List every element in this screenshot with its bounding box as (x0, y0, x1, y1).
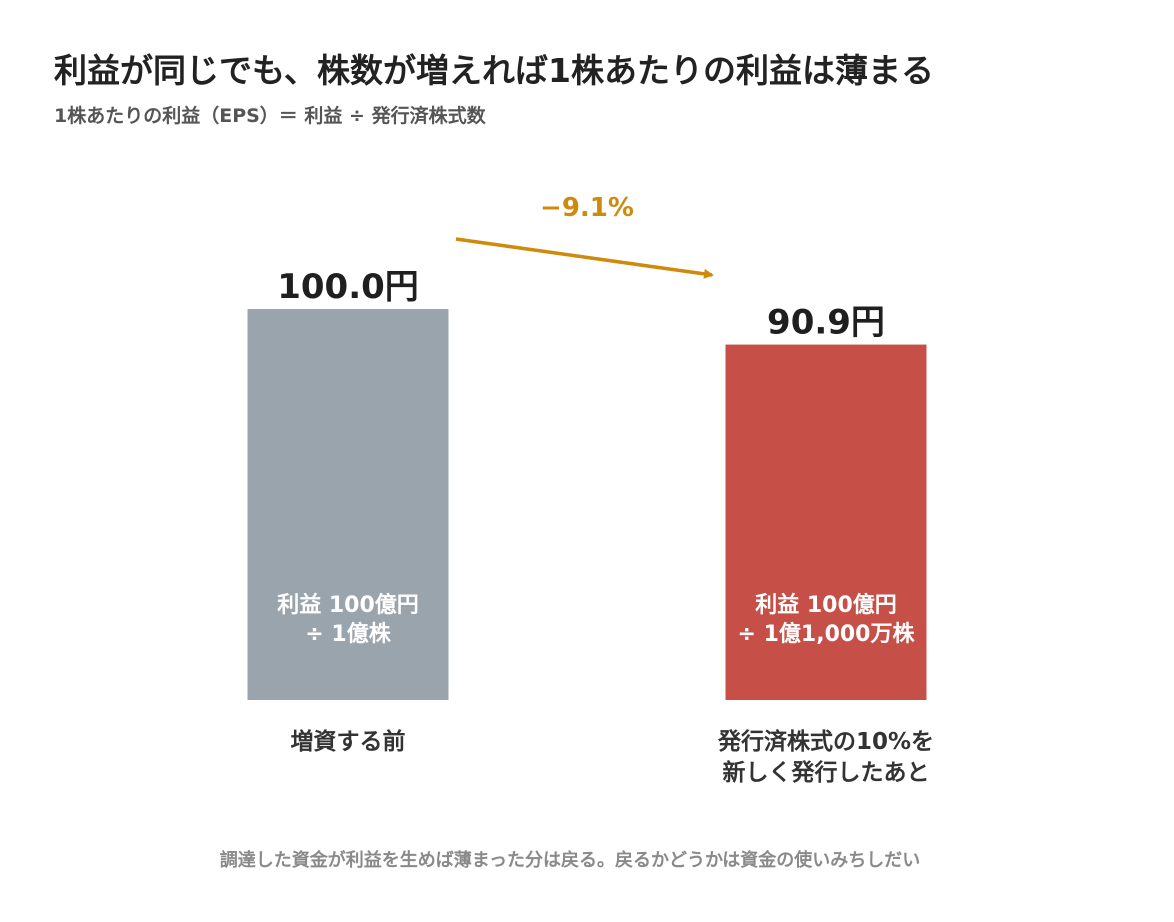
category-label: 発行済株式の10%を (717, 728, 934, 755)
bar-value-label: 100.0円 (277, 267, 419, 307)
change-percent-label: −9.1% (540, 193, 634, 223)
category-label: 増資する前 (291, 728, 406, 755)
chart-subtitle: 1株あたりの利益（EPS）＝ 利益 ÷ 発行済株式数 (54, 105, 486, 127)
category-label: 新しく発行したあと (723, 759, 930, 786)
bar-value-label: 90.9円 (767, 303, 885, 343)
chart-title: 利益が同じでも、株数が増えれば1株あたりの利益は薄まる (54, 51, 934, 90)
bar-inner-label: 利益 100億円 (277, 592, 419, 618)
footnote: 調達した資金が利益を生めば薄まった分は戻る。戻るかどうかは資金の使いみちしだい (219, 850, 921, 871)
bar-before (247, 309, 449, 700)
change-arrow (455, 237, 714, 279)
bar-inner-label: ÷ 1億1,000万株 (738, 621, 916, 647)
bar-inner-label: 利益 100億円 (755, 592, 897, 618)
bar-inner-label: ÷ 1億株 (305, 621, 391, 647)
bar-after (725, 344, 927, 700)
